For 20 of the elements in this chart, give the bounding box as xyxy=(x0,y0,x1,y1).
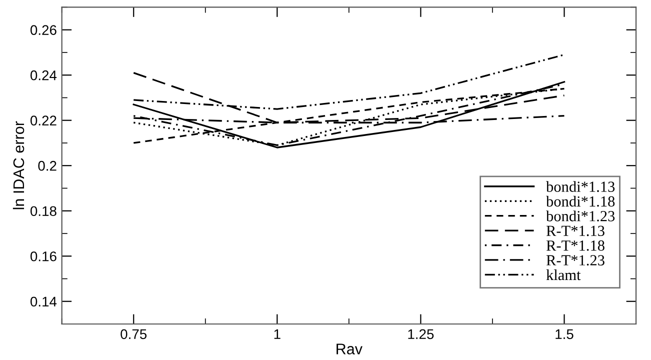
legend-label: bondi*1.13 xyxy=(546,181,615,192)
x-tick-label: 0.75 xyxy=(120,329,147,340)
y-tick-label: 0.26 xyxy=(30,25,56,35)
legend-label: R-T*1.23 xyxy=(546,255,604,266)
x-tick-label: 1.25 xyxy=(408,329,434,340)
x-axis-title: Rav xyxy=(336,344,362,354)
x-tick-label: 1 xyxy=(274,329,280,339)
x-tick-label: 1.5 xyxy=(556,329,574,340)
y-tick-label: 0.14 xyxy=(30,296,57,307)
y-tick-label: 0.18 xyxy=(30,206,56,216)
y-tick-label: 0.22 xyxy=(30,116,56,126)
y-tick-label: 0.16 xyxy=(30,251,56,262)
y-tick-label: 0.2 xyxy=(38,160,56,171)
legend-label: bondi*1.23 xyxy=(546,210,615,222)
legend-label: klamt xyxy=(546,269,581,280)
y-axis-title: ln IDAC error xyxy=(12,121,24,210)
legend-label: R-T*1.13 xyxy=(546,226,604,236)
legend-label: R-T*1.18 xyxy=(546,240,604,251)
y-tick-label: 0.24 xyxy=(30,70,57,80)
legend-label: bondi*1.18 xyxy=(546,196,615,207)
